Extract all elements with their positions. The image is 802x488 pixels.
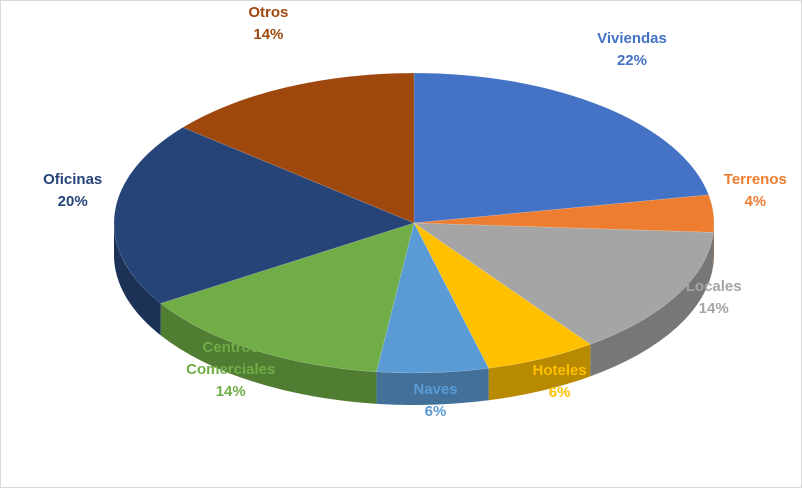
category-label: Viviendas — [597, 30, 667, 48]
data-label: Otros 14% — [193, 2, 343, 46]
slice-side — [114, 223, 161, 336]
value-label: 4% — [744, 192, 767, 210]
category-label: Hoteles — [532, 362, 587, 380]
slice — [413, 222, 591, 369]
slice-side — [713, 223, 714, 265]
category-label: Naves — [413, 380, 458, 398]
data-label: Naves 6% — [360, 379, 510, 423]
data-label: Terrenos 4% — [680, 169, 801, 213]
data-label: Locales 14% — [639, 276, 789, 320]
slice-side — [376, 368, 489, 405]
value-label: 6% — [424, 402, 447, 420]
slice-side — [590, 232, 714, 377]
data-label: Centros Comerciales 14% — [156, 337, 306, 403]
data-label: Oficinas 20% — [1, 169, 148, 213]
category-label: Otros — [248, 3, 289, 21]
slice — [413, 194, 715, 233]
category-label: Oficinas — [43, 170, 103, 188]
slice — [413, 222, 714, 345]
data-label: Hoteles 6% — [485, 360, 635, 404]
value-label: 14% — [253, 25, 284, 43]
slice — [160, 222, 415, 373]
value-label: 14% — [215, 383, 246, 401]
category-label: Centros Comerciales — [186, 339, 276, 379]
slice — [413, 72, 710, 224]
category-label: Locales — [685, 278, 742, 296]
slice — [113, 127, 415, 304]
value-label: 6% — [548, 384, 571, 402]
slice — [376, 222, 489, 374]
slice — [182, 72, 415, 224]
slice-side — [160, 303, 377, 404]
slice-side — [488, 344, 591, 401]
value-label: 22% — [616, 52, 647, 70]
value-label: 14% — [698, 300, 729, 318]
data-label: Viviendas 22% — [557, 28, 707, 72]
category-label: Terrenos — [723, 170, 787, 188]
value-label: 20% — [57, 192, 88, 210]
